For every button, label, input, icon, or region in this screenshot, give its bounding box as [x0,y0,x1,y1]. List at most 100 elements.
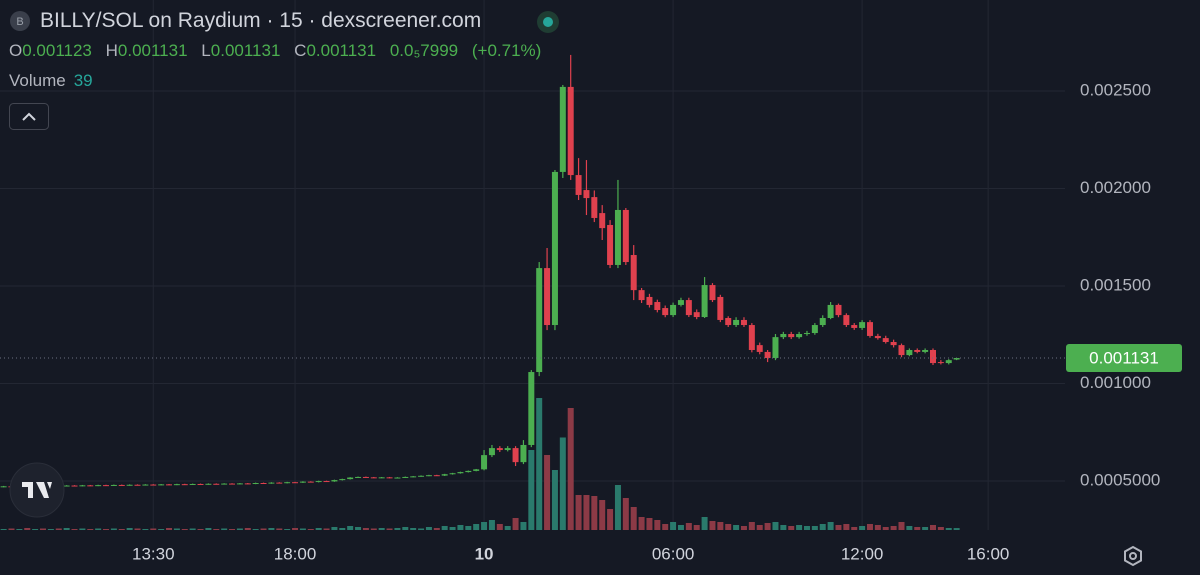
candle-body [544,268,551,326]
volume-bar [473,524,480,530]
volume-bar [835,525,842,530]
candle-body [496,448,503,451]
candle-body [0,486,7,488]
volume-bar [496,524,503,530]
tv-logo-mark [22,482,52,498]
candle-body [103,485,110,487]
volume-bar [331,527,338,530]
volume-bar [488,520,495,530]
collapse-button[interactable] [9,103,49,130]
token-icon-letter: B [16,16,23,28]
volume-bar [347,526,354,530]
candle-body [803,333,810,335]
volume-bar [764,523,771,530]
candle-body [307,481,314,483]
volume-bar [71,529,78,530]
candle-body [87,485,94,487]
candle-body [866,322,873,336]
candle-body [386,477,393,479]
candle-body [512,448,519,463]
tv-logo[interactable] [9,462,65,518]
candle-body [929,349,936,364]
candle-body [748,325,755,350]
candle-body [197,483,204,485]
chart-title: BILLY/SOL on Raydium · 15 · dexscreener.… [40,9,482,32]
y-tick-label: 0.002000 [1080,178,1151,197]
volume-bar [551,470,558,530]
candle-body [740,319,747,326]
candle-body [630,255,637,291]
candle-body [953,357,960,360]
volume-bar [465,526,472,530]
candle-body [95,485,102,487]
candle-body [355,476,362,478]
candle-body [158,484,165,486]
candle-body [677,300,684,305]
volume-bar [906,526,913,530]
volume-bar [205,528,212,530]
candle-body [236,483,243,485]
volume-bar [378,528,385,530]
candle-body [173,484,180,486]
settings-icon[interactable] [1124,545,1142,567]
candle-body [851,325,858,328]
candle-body [788,334,795,338]
candle-body [591,197,598,218]
volume-bar [221,528,228,530]
candle-body [410,476,417,478]
volume-bar [150,528,157,530]
volume-bar [402,527,409,530]
volume-bar [622,498,629,530]
candle-body [551,171,558,326]
candle-body [827,304,834,319]
volume-bar [583,495,590,530]
volume-bar [0,529,7,530]
axes-layer: 0.002500 0.002000 0.001500 0.001000 0.000500… [0,80,1182,563]
volume-bar [614,485,621,530]
volume-bar [292,528,299,530]
candle-body [906,349,913,356]
candle-body [213,483,220,485]
candle-body [315,481,322,483]
candle-body [709,285,716,301]
ohlc-key: H [105,41,118,60]
ohlc-key: L [201,41,211,60]
volume-bar [733,525,740,530]
candle-body [110,484,117,486]
y-tick-label: 0.002500 [1080,80,1151,99]
volume-bar [244,528,251,530]
volume-bar [315,528,322,530]
candle-body [433,475,440,477]
y-tick-label: 0.001000 [1080,373,1151,392]
volume-bar [339,528,346,530]
volume-bar [299,528,306,530]
candle-body [528,372,535,445]
candle-body [756,345,763,352]
volume-bar [55,528,62,530]
volume-bar [142,529,149,530]
volume-bar [181,529,188,530]
y-tick-label: 0.0005000 [1080,471,1160,490]
last-price-label: 0.001131 [1089,348,1159,367]
candle-body [323,481,330,483]
settings-dot [1129,552,1137,560]
volume-bar [740,526,747,530]
volume-bar [481,522,488,530]
candle-body [717,296,724,320]
candle-body [481,455,488,470]
candle-body [780,334,787,338]
candle-body [79,485,86,487]
volume-bar [914,527,921,530]
volume-bar [418,528,425,530]
volume-bar [8,528,15,530]
ohlc-key: O [9,41,23,60]
volume-bar [87,529,94,530]
candle-body [166,484,173,486]
volume-bar [276,528,283,530]
volume-bar [95,528,102,530]
candle-body [402,476,409,478]
candle-body [835,304,842,316]
volume-bar [693,525,700,530]
